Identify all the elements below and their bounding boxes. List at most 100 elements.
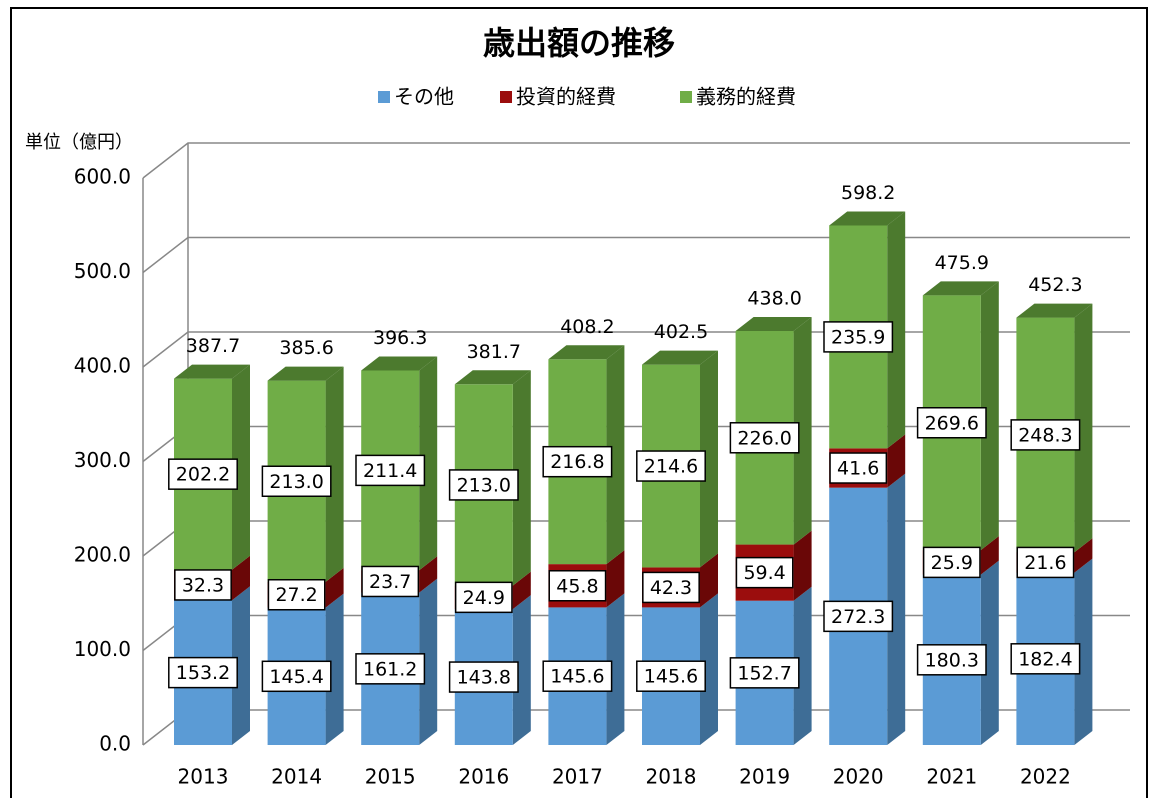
data-label-box bbox=[355, 454, 426, 487]
data-label-box bbox=[448, 469, 519, 501]
x-tick-label: 2015 bbox=[365, 765, 416, 789]
data-label: 24.9 bbox=[463, 587, 505, 609]
data-label-box bbox=[729, 422, 800, 454]
data-label: 23.7 bbox=[369, 571, 411, 593]
bar-side bbox=[325, 567, 344, 608]
x-tick-label: 2014 bbox=[271, 765, 322, 789]
y-tick-label: 100.0 bbox=[74, 637, 131, 661]
total-label: 381.7 bbox=[467, 341, 521, 363]
bar-side bbox=[325, 366, 344, 582]
y-tick-label: 0.0 bbox=[99, 732, 131, 756]
data-label: 143.8 bbox=[457, 667, 511, 689]
bar-side bbox=[419, 356, 438, 571]
data-label-box bbox=[454, 581, 513, 614]
bar-side bbox=[793, 530, 812, 601]
bar-side bbox=[419, 556, 438, 593]
data-label: 269.6 bbox=[925, 412, 979, 434]
bar-top bbox=[267, 366, 344, 381]
data-label: 21.6 bbox=[1024, 552, 1066, 574]
bar-top bbox=[1016, 303, 1093, 318]
data-label: 145.6 bbox=[550, 666, 604, 688]
bar-top bbox=[548, 345, 625, 360]
total-label: 475.9 bbox=[935, 252, 989, 274]
bar-top bbox=[735, 316, 812, 331]
data-label-box bbox=[174, 569, 232, 601]
data-label: 152.7 bbox=[737, 662, 791, 684]
total-label: 598.2 bbox=[841, 182, 895, 204]
data-label-box bbox=[267, 578, 326, 611]
data-label: 226.0 bbox=[737, 427, 791, 449]
x-tick-label: 2019 bbox=[739, 765, 790, 789]
data-label-box bbox=[542, 445, 613, 478]
bar-side bbox=[419, 578, 438, 745]
data-label: 145.4 bbox=[269, 666, 323, 688]
bar-side bbox=[512, 370, 531, 586]
data-label: 272.3 bbox=[831, 606, 885, 628]
bar-side bbox=[887, 434, 906, 488]
bar-side bbox=[232, 586, 250, 745]
data-label-box bbox=[916, 407, 987, 439]
total-label: 396.3 bbox=[373, 327, 427, 349]
total-label: 402.5 bbox=[654, 321, 708, 343]
bar-side bbox=[606, 593, 625, 745]
data-label: 45.8 bbox=[556, 575, 598, 597]
data-label: 213.0 bbox=[269, 471, 323, 493]
data-label-box bbox=[636, 660, 706, 692]
y-tick-label: 500.0 bbox=[74, 259, 131, 283]
grid-line bbox=[142, 236, 1130, 274]
data-label-box bbox=[829, 452, 888, 484]
legend-label: 投資的経費 bbox=[516, 85, 616, 109]
data-label-box bbox=[1010, 643, 1081, 675]
data-label-box bbox=[448, 661, 519, 693]
bar-side bbox=[1074, 558, 1093, 745]
total-label: 385.6 bbox=[279, 337, 333, 359]
data-label-box bbox=[1016, 546, 1075, 579]
bar-side bbox=[700, 553, 718, 608]
bar-side bbox=[1074, 303, 1093, 553]
bar-side bbox=[793, 316, 812, 545]
bar-side bbox=[980, 536, 999, 575]
data-label-box bbox=[548, 570, 607, 602]
bar-side bbox=[232, 364, 250, 570]
bar-side bbox=[700, 350, 718, 568]
bar-side bbox=[887, 473, 906, 745]
data-label-box bbox=[735, 556, 794, 589]
bar-top bbox=[922, 281, 999, 296]
y-tick-label: 400.0 bbox=[74, 354, 131, 378]
data-label: 216.8 bbox=[550, 451, 604, 473]
data-label-box bbox=[1010, 419, 1081, 451]
bar-top bbox=[642, 350, 718, 365]
data-label-box bbox=[642, 571, 700, 604]
total-label: 387.7 bbox=[186, 335, 240, 357]
data-label-box bbox=[916, 644, 987, 676]
grid-line bbox=[142, 142, 1130, 179]
data-label-box bbox=[729, 657, 800, 689]
total-label: 408.2 bbox=[560, 316, 614, 338]
bar-side bbox=[606, 550, 625, 608]
bar-top bbox=[174, 364, 250, 379]
data-label-box bbox=[823, 321, 894, 353]
data-label: 214.6 bbox=[644, 456, 698, 478]
data-label: 248.3 bbox=[1018, 424, 1072, 446]
bar-side bbox=[887, 211, 906, 449]
legend-label: 義務的経費 bbox=[696, 85, 796, 109]
y-tick-label: 600.0 bbox=[74, 165, 131, 189]
bar-side bbox=[980, 560, 999, 745]
data-label-box bbox=[636, 450, 706, 482]
x-tick-label: 2022 bbox=[1020, 765, 1071, 789]
unit-label: 単位（億円） bbox=[25, 132, 133, 153]
data-label: 182.4 bbox=[1018, 648, 1072, 670]
legend-swatch bbox=[680, 91, 692, 103]
bar-side bbox=[512, 595, 531, 745]
bar-top bbox=[454, 370, 531, 385]
chart-title: 歳出額の推移 bbox=[483, 24, 675, 62]
bar-side bbox=[980, 281, 999, 551]
bar-side bbox=[325, 593, 344, 745]
data-label: 59.4 bbox=[743, 562, 785, 584]
x-tick-label: 2017 bbox=[552, 765, 603, 789]
data-label: 41.6 bbox=[837, 458, 879, 480]
bar-side bbox=[232, 555, 250, 601]
bar-side bbox=[512, 571, 531, 610]
x-tick-label: 2020 bbox=[833, 765, 884, 789]
